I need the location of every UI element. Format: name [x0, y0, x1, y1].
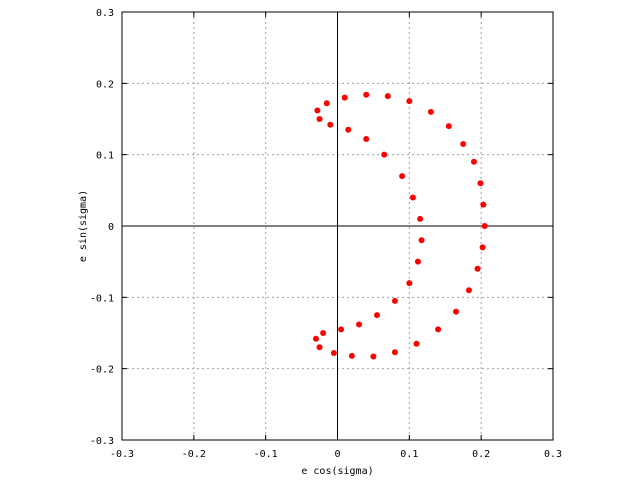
data-point: [474, 265, 481, 272]
data-point: [460, 140, 467, 147]
data-point: [391, 297, 398, 304]
data-point: [418, 237, 425, 244]
data-point: [320, 330, 327, 336]
y-tick-label: 0: [108, 222, 114, 233]
data-point: [363, 135, 370, 142]
data-point: [316, 116, 323, 122]
data-point: [465, 287, 472, 294]
data-point: [477, 180, 484, 187]
data-point: [481, 223, 488, 229]
x-tick-label: 0: [334, 449, 340, 460]
y-tick-label: -0.3: [90, 436, 114, 447]
data-point: [384, 93, 391, 100]
data-point: [406, 280, 413, 287]
x-axis-label: e cos(sigma): [301, 466, 373, 477]
data-point: [381, 151, 388, 158]
data-point: [374, 312, 381, 319]
data-point: [406, 98, 413, 105]
x-tick-label: -0.2: [182, 449, 206, 460]
data-point: [345, 126, 352, 133]
data-point: [413, 340, 420, 347]
data-point: [327, 121, 334, 128]
data-point: [391, 349, 398, 356]
data-point: [314, 107, 321, 114]
data-point: [427, 108, 434, 115]
zero-axes: [122, 12, 553, 440]
data-point: [323, 100, 330, 107]
data-point: [480, 201, 487, 208]
data-point: [435, 326, 442, 333]
ticks: -0.3 -0.2 -0.1 0 0.1 0.2 0.3 -0.3 -0.2 -0.1 0 0.1 0.…: [90, 8, 562, 460]
data-points: [312, 91, 488, 360]
data-point: [479, 244, 486, 251]
x-tick-label: 0.2: [472, 449, 490, 460]
x-tick-label: 0.3: [544, 449, 562, 460]
x-tick-label: -0.3: [110, 449, 134, 460]
data-point: [445, 123, 452, 130]
data-point: [363, 91, 370, 98]
data-point: [348, 352, 355, 359]
data-point: [414, 258, 421, 265]
data-point: [370, 353, 377, 360]
data-point: [470, 158, 477, 165]
x-tick-label: -0.1: [254, 449, 278, 460]
y-tick-label: -0.1: [90, 293, 114, 304]
data-point: [312, 335, 319, 342]
x-tick-label: 0.1: [400, 449, 418, 460]
y-tick-label: 0.2: [96, 79, 114, 90]
y-tick-label: 0.1: [96, 151, 114, 162]
data-point: [409, 194, 416, 201]
data-point: [399, 173, 406, 180]
data-point: [453, 308, 460, 315]
y-tick-label: 0.3: [96, 8, 114, 19]
data-point: [330, 349, 337, 356]
data-point: [341, 94, 348, 101]
y-axis-label: e sin(sigma): [78, 190, 89, 262]
data-point: [417, 215, 424, 222]
y-tick-label: -0.2: [90, 365, 114, 376]
data-point: [356, 321, 363, 328]
data-point: [338, 326, 345, 333]
data-point: [316, 344, 323, 351]
